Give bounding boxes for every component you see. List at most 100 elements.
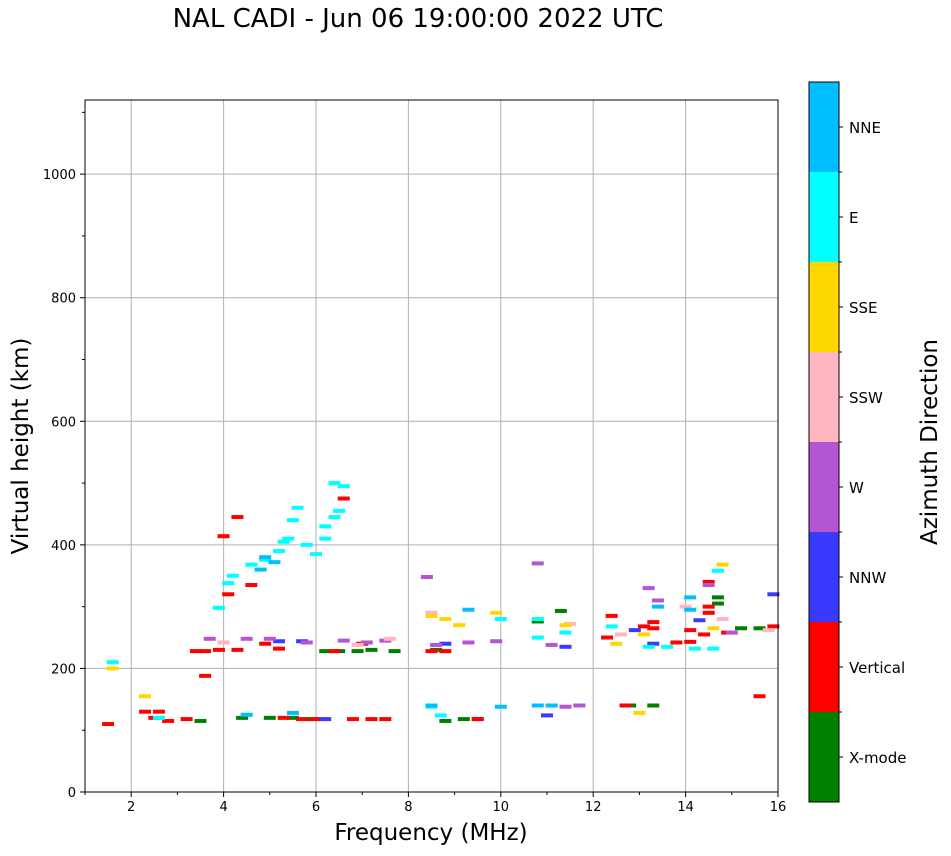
data-point-w <box>531 561 544 566</box>
data-point-e <box>707 646 720 651</box>
data-point-e <box>286 518 299 523</box>
data-point-sse <box>139 694 152 699</box>
x-tick-label: 10 <box>493 800 510 815</box>
data-point-e <box>226 573 239 578</box>
colorbar-tick-label: W <box>849 479 864 497</box>
data-point-vertical <box>231 515 244 520</box>
data-point-ssw <box>217 640 230 645</box>
y-tick-label: 1000 <box>43 168 76 183</box>
data-point-vertical <box>439 649 452 654</box>
data-point-e <box>688 646 701 651</box>
data-point-x-mode <box>531 619 544 624</box>
data-point-vertical <box>273 646 286 651</box>
data-point-e <box>494 617 507 621</box>
data-point-e <box>319 536 332 541</box>
data-point-nnw <box>439 641 452 646</box>
data-point-vertical <box>670 640 683 645</box>
data-point-nne <box>240 712 253 717</box>
y-tick-label: 200 <box>51 662 76 677</box>
data-point-w <box>240 636 253 641</box>
plot-frame <box>84 99 779 793</box>
data-point-e <box>661 644 674 649</box>
data-point-e <box>277 539 290 544</box>
y-tick-label: 600 <box>51 415 76 430</box>
chart-title: NAL CADI - Jun 06 19:00:00 2022 UTC <box>172 4 664 34</box>
data-point-x-mode <box>351 649 364 654</box>
data-point-vertical <box>162 718 175 723</box>
data-point-sse <box>633 710 646 715</box>
data-point-vertical <box>152 709 165 714</box>
data-point-vertical <box>605 613 618 618</box>
data-point-vertical <box>702 579 715 584</box>
data-point-x-mode <box>194 718 207 723</box>
data-point-e <box>434 713 447 718</box>
data-point-w <box>642 586 655 591</box>
data-point-w <box>360 640 373 645</box>
data-point-x-mode <box>388 649 401 654</box>
data-point-w <box>651 598 664 603</box>
data-point-e <box>559 630 572 635</box>
data-point-vertical <box>365 717 378 722</box>
data-point-e <box>291 505 304 510</box>
data-point-x-mode <box>753 626 766 631</box>
data-point-nne <box>684 595 697 600</box>
colorbar-tick-label: SSW <box>849 389 883 407</box>
data-point-e <box>319 524 332 529</box>
data-point-vertical <box>425 649 438 654</box>
data-point-w <box>725 630 738 635</box>
y-axis-label: Virtual height (km) <box>8 338 34 555</box>
colorbar-segment <box>809 172 839 262</box>
data-point-sse <box>559 623 572 628</box>
data-point-e <box>245 562 258 567</box>
data-point-x-mode <box>286 715 299 720</box>
data-point-w <box>490 639 503 644</box>
data-point-e <box>106 660 119 665</box>
data-point-nne <box>254 567 267 572</box>
data-point-x-mode <box>365 647 378 652</box>
colorbar-segment <box>809 712 839 802</box>
data-point-vertical <box>212 647 225 652</box>
data-point-vertical <box>189 649 202 654</box>
data-point-e <box>328 515 341 520</box>
data-point-e <box>337 484 350 489</box>
x-tick-label: 6 <box>312 800 320 815</box>
x-tick-label: 8 <box>404 800 412 815</box>
data-point-vertical <box>277 715 290 720</box>
data-point-e <box>212 605 225 610</box>
data-point-nne <box>494 704 507 709</box>
data-point-vertical <box>647 620 660 625</box>
data-point-x-mode <box>263 715 276 720</box>
data-point-nnw <box>273 639 286 644</box>
data-point-x-mode <box>711 595 724 600</box>
data-point-vertical <box>231 647 244 652</box>
colorbar-segment <box>809 532 839 622</box>
data-point-e <box>300 542 313 547</box>
data-point-e <box>605 624 618 629</box>
data-point-vertical <box>296 717 309 722</box>
data-point-x-mode <box>647 703 660 708</box>
data-point-w <box>300 640 313 645</box>
data-point-ssw <box>425 610 438 615</box>
data-point-vertical <box>346 717 359 722</box>
data-point-vertical <box>328 649 341 654</box>
data-point-e <box>273 549 286 554</box>
data-point-vertical <box>471 717 484 722</box>
data-point-nne <box>462 607 475 612</box>
x-axis-label: Frequency (MHz) <box>334 820 527 846</box>
data-point-e <box>711 568 724 573</box>
data-point-vertical <box>180 717 193 722</box>
data-point-vertical <box>222 592 235 597</box>
data-point-vertical <box>702 610 715 615</box>
data-point-sse <box>490 610 503 615</box>
data-point-vertical <box>139 709 152 714</box>
x-tick-label: 12 <box>585 800 602 815</box>
data-point-ssw <box>762 628 775 633</box>
data-point-e <box>310 552 322 557</box>
y-tick-label: 800 <box>51 292 76 307</box>
data-point-x-mode <box>319 649 332 654</box>
colorbar-segment <box>809 622 839 712</box>
colorbar-tick-label: Vertical <box>849 659 905 677</box>
data-point-vertical <box>199 673 212 678</box>
data-point-w <box>337 638 350 643</box>
